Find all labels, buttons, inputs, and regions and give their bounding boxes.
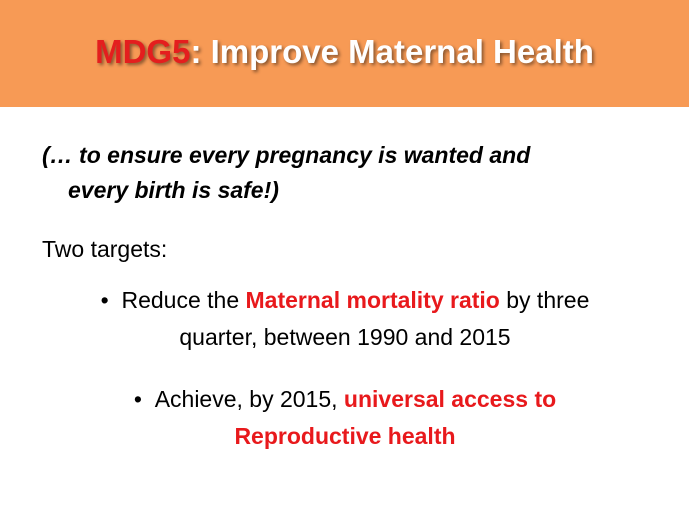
title: MDG5: Improve Maternal Health <box>0 33 689 71</box>
title-text: : Improve Maternal Health <box>190 33 594 70</box>
bullet: Achieve, by 2015, universal access to Rep… <box>20 381 670 455</box>
bullet: Reduce the Maternal mortality ratio by t… <box>20 282 670 356</box>
subtitle: (… to ensure every pregnancy is wanted a… <box>42 138 530 208</box>
text: by three <box>499 287 590 313</box>
line: Achieve, by 2015, universal access to <box>20 381 670 418</box>
subtitle-line: every birth is safe!) <box>68 177 279 203</box>
highlight-text: Reproductive health <box>234 423 456 449</box>
line: Reduce the Maternal mortality ratio by t… <box>20 282 670 319</box>
title-code: MDG5 <box>95 33 191 70</box>
intro: Two targets: <box>42 236 168 262</box>
header-band: MDG5: Improve Maternal Health <box>0 0 689 107</box>
subtitle-line: (… to ensure every pregnancy is wanted a… <box>42 142 531 168</box>
highlight-text: Maternal mortality ratio <box>245 287 500 313</box>
highlight-text: universal access to <box>343 386 557 412</box>
text: quarter, between 1990 and 2015 <box>179 324 511 350</box>
text: Achieve, by 2015, <box>154 386 344 412</box>
line: Reproductive health <box>20 418 670 455</box>
line: quarter, between 1990 and 2015 <box>20 319 670 356</box>
text: Reduce the <box>121 287 246 313</box>
